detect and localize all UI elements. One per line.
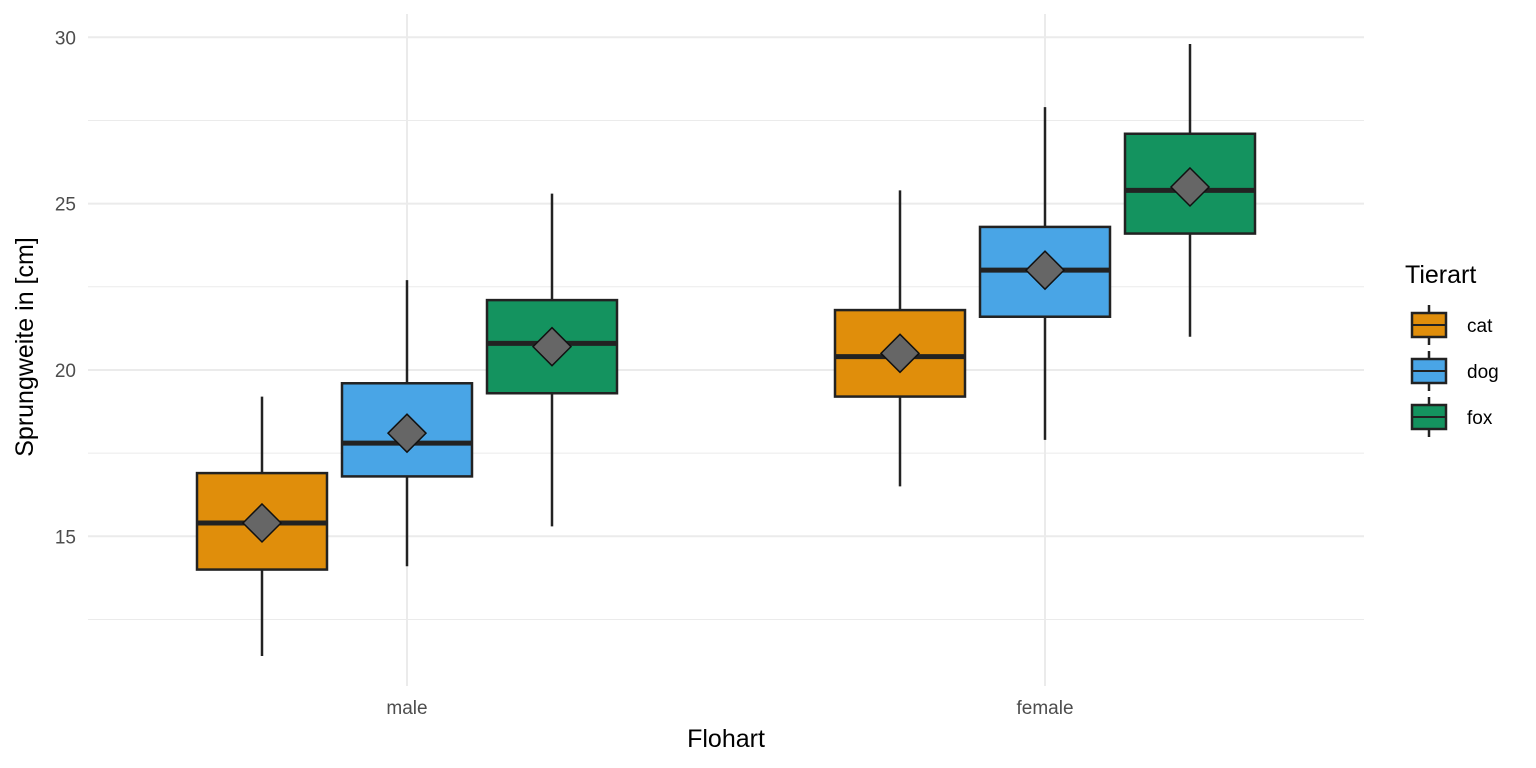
mean-diamond (1024, 250, 1066, 291)
legend-item-dog: dog (1410, 351, 1499, 391)
legend-title: Tierart (1405, 261, 1476, 289)
x-tick-label: female (1016, 698, 1073, 719)
y-tick-label: 30 (55, 28, 76, 49)
y-tick-label: 20 (55, 361, 76, 382)
legend-item-cat: cat (1410, 305, 1493, 345)
legend-label: cat (1467, 316, 1493, 337)
box-cat-female (833, 190, 967, 487)
mean-diamond (531, 326, 573, 367)
legend-label: fox (1467, 408, 1493, 429)
y-axis-ticks: 15 20 25 30 (55, 28, 76, 548)
mean-diamond (386, 413, 428, 454)
box-cat-male (195, 396, 329, 657)
y-axis-title: Sprungweite in [cm] (11, 237, 39, 457)
legend: Tierart cat dog fox (1405, 261, 1499, 437)
y-tick-label: 15 (55, 527, 76, 548)
y-tick-label: 25 (55, 195, 76, 216)
legend-label: dog (1467, 362, 1499, 383)
box-fox-male (485, 193, 619, 527)
x-tick-label: male (386, 698, 427, 719)
box-dog-female (978, 107, 1112, 440)
mean-diamond (879, 333, 921, 374)
box-dog-male (340, 280, 474, 567)
mean-diamond (241, 502, 283, 544)
boxes (195, 43, 1257, 657)
legend-item-fox: fox (1410, 397, 1493, 437)
mean-diamond (1169, 166, 1211, 208)
grid (88, 14, 1364, 686)
box-fox-female (1123, 43, 1257, 337)
x-axis-title: Flohart (687, 725, 765, 753)
x-axis-ticks: male female (386, 698, 1073, 719)
